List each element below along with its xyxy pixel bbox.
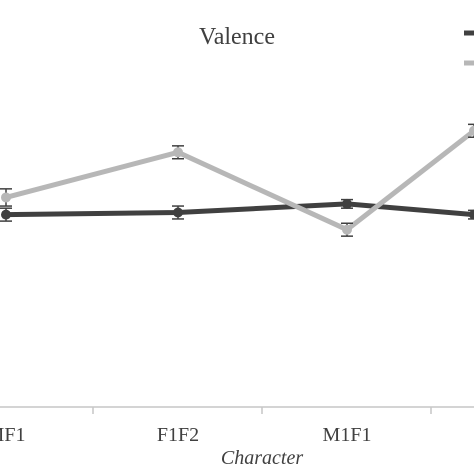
data-point	[469, 209, 474, 220]
data-point	[342, 224, 352, 235]
series-light	[0, 123, 474, 237]
x-tick-label: M1F1	[323, 424, 372, 446]
data-point	[1, 209, 11, 220]
series-line	[3, 128, 474, 233]
data-point	[173, 147, 183, 158]
series-line	[3, 201, 474, 218]
series-dark	[0, 198, 474, 222]
data-point	[1, 192, 11, 203]
x-axis-title: Character	[221, 447, 303, 469]
data-point	[469, 125, 474, 136]
x-tick-label: MF1	[0, 424, 25, 446]
chart-title: Valence	[199, 24, 275, 50]
x-tick-label: F1F2	[157, 424, 199, 446]
series-layer	[0, 123, 474, 237]
data-point	[173, 207, 183, 218]
data-point	[342, 198, 352, 209]
